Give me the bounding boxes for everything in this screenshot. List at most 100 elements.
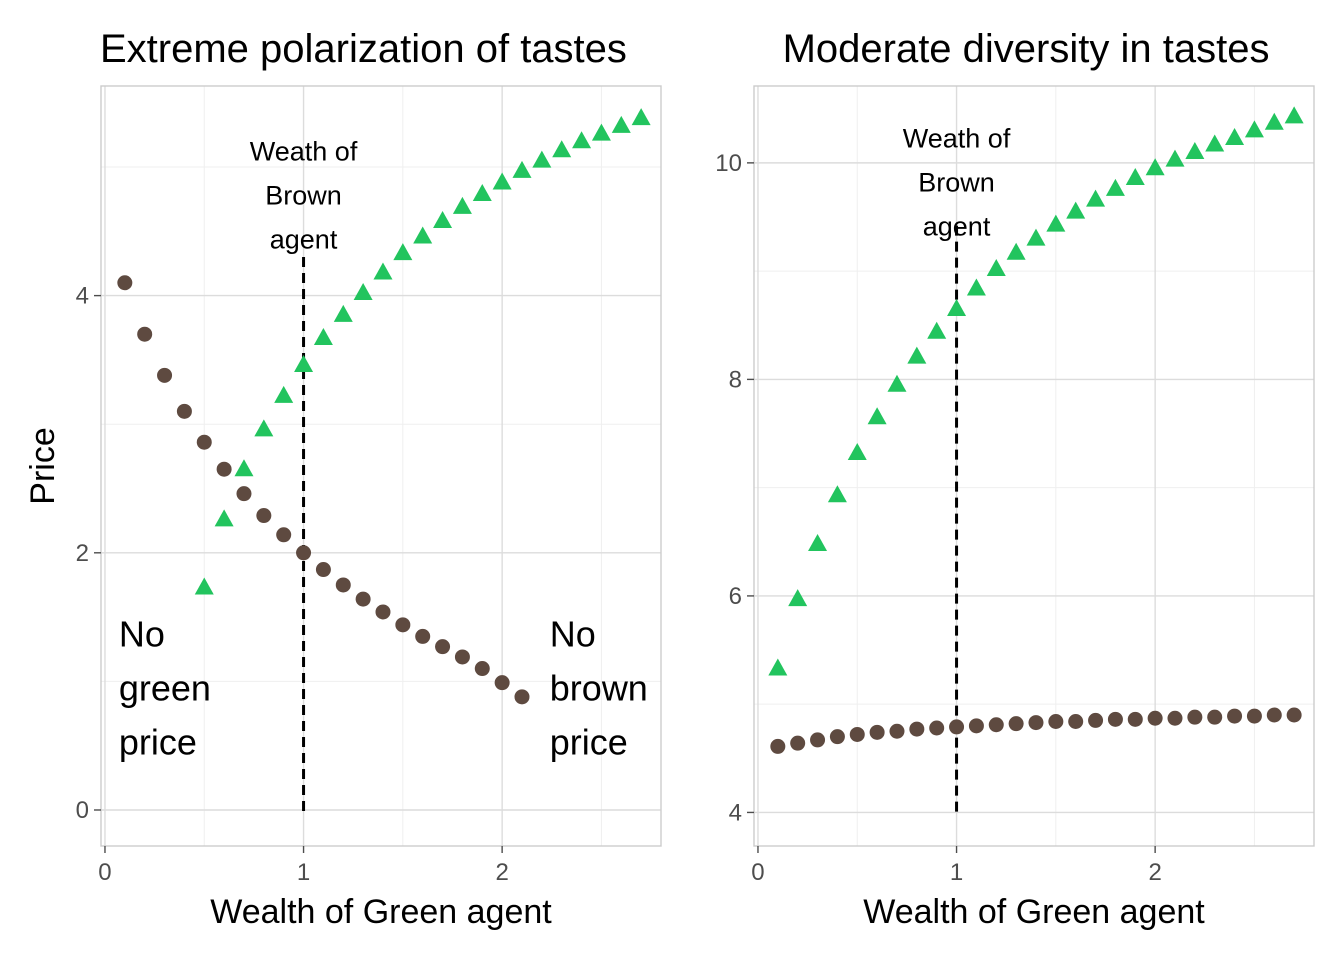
green-price-point	[433, 211, 453, 229]
brown-price-point	[335, 577, 351, 593]
green-price-point	[1026, 228, 1046, 246]
brown-price-point	[1227, 708, 1243, 724]
right-annotation-brown-wealth: Brown	[918, 168, 995, 198]
green-price-point	[768, 658, 788, 676]
left-y-tick-label: 4	[76, 283, 89, 310]
brown-price-point	[790, 735, 806, 751]
brown-price-point	[1008, 716, 1024, 732]
brown-price-point	[196, 434, 212, 450]
right-chart-title: Moderate diversity in tastes	[783, 27, 1270, 71]
right-x-axis-title: Wealth of Green agent	[863, 893, 1205, 931]
brown-price-point	[375, 604, 391, 620]
green-price-point	[1105, 178, 1125, 196]
green-price-point	[1225, 127, 1245, 145]
brown-price-point	[415, 628, 431, 644]
brown-price-point	[1207, 709, 1223, 725]
brown-price-point	[968, 718, 984, 734]
brown-price-point	[1246, 708, 1262, 724]
left-annotation-no-green: price	[119, 722, 197, 763]
green-price-point	[393, 243, 413, 261]
brown-price-point	[117, 275, 133, 291]
left-x-tick-label: 1	[297, 859, 310, 886]
left-annotations: Weath of Brown agent No green price No brown pri…	[119, 137, 648, 763]
green-price-point	[591, 123, 611, 141]
green-price-point	[1165, 149, 1185, 167]
brown-price-point	[810, 732, 826, 748]
brown-price-point	[454, 649, 470, 665]
right-x-tick-label: 1	[950, 859, 963, 886]
left-data-points	[117, 108, 651, 705]
green-price-point	[572, 131, 592, 149]
right-ticks: 0 1 2 4 6 8 10	[715, 150, 1162, 886]
brown-price-point	[869, 724, 885, 740]
brown-price-point	[315, 562, 331, 578]
green-price-point	[472, 184, 492, 202]
green-price-point	[552, 140, 572, 158]
green-price-point	[512, 160, 532, 178]
left-annotation-brown-wealth: agent	[270, 225, 338, 255]
green-price-point	[1185, 142, 1205, 160]
right-y-tick-label: 6	[729, 583, 742, 610]
left-y-axis-title: Price	[24, 427, 62, 504]
green-price-point	[353, 283, 373, 301]
brown-price-point	[137, 326, 153, 342]
brown-price-point	[889, 723, 905, 739]
left-x-tick-label: 2	[495, 859, 508, 886]
green-price-point	[631, 108, 651, 126]
brown-price-point	[1068, 713, 1084, 729]
left-y-tick-label: 2	[76, 540, 89, 567]
green-price-point	[254, 419, 274, 437]
brown-price-point	[929, 720, 945, 736]
brown-price-point	[770, 738, 786, 754]
right-x-tick-label: 2	[1148, 859, 1161, 886]
brown-price-point	[909, 721, 925, 737]
left-y-tick-label: 0	[76, 797, 89, 824]
right-x-tick-label: 0	[751, 859, 764, 886]
brown-price-point	[1088, 712, 1104, 728]
green-price-point	[966, 278, 986, 296]
green-price-point	[1006, 242, 1026, 260]
brown-price-point	[829, 729, 845, 745]
brown-price-point	[355, 591, 371, 607]
brown-price-point	[236, 486, 252, 502]
green-price-point	[1046, 214, 1066, 232]
left-ticks: 0 1 2 0 2 4	[76, 283, 509, 886]
brown-price-point	[949, 719, 965, 735]
green-price-point	[827, 485, 847, 503]
green-price-point	[294, 355, 314, 373]
green-price-point	[1244, 120, 1264, 138]
brown-price-point	[276, 527, 292, 543]
brown-price-point	[494, 675, 510, 691]
left-chart-title: Extreme polarization of tastes	[100, 27, 627, 71]
right-panel-border	[753, 85, 1315, 847]
green-price-point	[452, 196, 472, 214]
brown-price-point	[1107, 711, 1123, 727]
brown-price-point	[1167, 710, 1183, 726]
green-price-point	[1264, 112, 1284, 130]
left-annotation-no-green: green	[119, 668, 211, 709]
left-annotation-no-green: No	[119, 614, 165, 655]
brown-price-point	[1187, 709, 1203, 725]
brown-price-point	[395, 617, 411, 633]
green-price-point	[808, 533, 828, 551]
green-price-point	[333, 304, 353, 322]
green-price-point	[947, 299, 967, 317]
left-annotation-brown-wealth: Brown	[265, 181, 342, 211]
green-price-point	[907, 346, 927, 364]
brown-price-point	[256, 508, 272, 524]
green-price-point	[1086, 189, 1106, 207]
left-annotation-no-brown: No	[550, 614, 596, 655]
brown-price-point	[1048, 713, 1064, 729]
green-price-point	[532, 150, 552, 168]
brown-price-point	[435, 639, 451, 655]
right-y-tick-label: 8	[729, 366, 742, 393]
right-annotation-brown-wealth: agent	[923, 212, 991, 242]
green-price-point	[927, 321, 947, 339]
green-price-point	[1205, 134, 1225, 152]
green-price-point	[214, 509, 234, 527]
brown-price-point	[296, 545, 312, 561]
right-panel: Moderate diversity in tastes 0 1 2 4 6 8 10 We…	[715, 27, 1315, 931]
green-price-point	[1066, 201, 1086, 219]
left-annotation-no-brown: price	[550, 722, 628, 763]
